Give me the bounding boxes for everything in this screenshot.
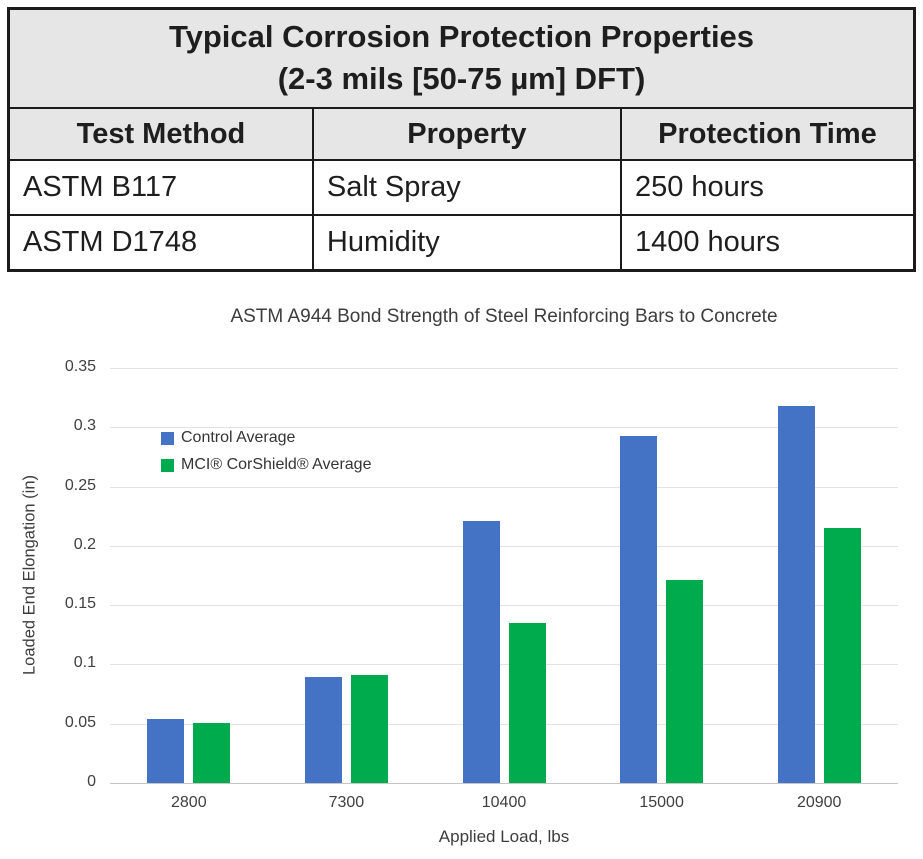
y-tick-label: 0 xyxy=(87,773,96,790)
gridline xyxy=(110,368,898,369)
y-tick-label: 0.1 xyxy=(73,654,96,672)
x-axis-title: Applied Load, lbs xyxy=(438,827,570,846)
x-tick-label: 10400 xyxy=(481,794,527,811)
cell-protection-time: 1400 hours xyxy=(619,214,916,272)
y-tick-label: 0.3 xyxy=(73,417,96,435)
corrosion-protection-table: Typical Corrosion Protection Properties … xyxy=(7,7,916,273)
bar-mci-corshield-10400 xyxy=(508,622,546,783)
bar-control-2800 xyxy=(147,718,185,783)
bar-mci-corshield-20900 xyxy=(823,528,861,783)
y-tick-label: 0.15 xyxy=(64,595,96,613)
cell-test-method: ASTM B117 xyxy=(7,159,314,217)
legend-swatch-mci-corshield xyxy=(161,458,174,472)
table-title: Typical Corrosion Protection Properties … xyxy=(7,7,916,110)
bar-mci-corshield-15000 xyxy=(666,580,704,783)
y-axis-title: Loaded End Elongation (in) xyxy=(20,475,39,675)
legend-swatch-control xyxy=(161,431,174,445)
table-header-row: Test Method Property Protection Time xyxy=(7,107,916,162)
gridline xyxy=(110,486,898,488)
x-tick-label: 15000 xyxy=(639,794,684,811)
bar-control-15000 xyxy=(620,435,658,783)
y-tick-label: 0.05 xyxy=(64,713,96,731)
table-row: ASTM D1748 Humidity 1400 hours xyxy=(7,214,916,272)
cell-test-method: ASTM D1748 xyxy=(7,214,314,272)
cell-property: Humidity xyxy=(311,214,622,272)
cell-protection-time: 250 hours xyxy=(619,159,916,217)
bar-control-10400 xyxy=(462,520,500,783)
legend-item-control: Control Average xyxy=(161,429,371,447)
y-tick-label: 0.35 xyxy=(64,358,96,375)
bar-mci-corshield-2800 xyxy=(193,722,231,783)
x-tick-label: 20900 xyxy=(796,794,842,811)
gridline xyxy=(110,723,898,725)
legend-label: Control Average xyxy=(181,429,296,446)
gridline xyxy=(110,605,898,607)
gridline xyxy=(110,545,898,547)
y-tick-label: 0.2 xyxy=(73,535,96,553)
bond-strength-bar-chart: ASTM A944 Bond Strength of Steel Reinfor… xyxy=(0,300,923,859)
x-axis-line xyxy=(110,783,898,784)
bar-control-20900 xyxy=(777,405,815,783)
legend-item-mci-corshield: MCI® CorShield® Average xyxy=(161,456,371,474)
column-header-property: Property xyxy=(311,107,622,162)
table-title-line2: (2-3 mils [50-75 µm] DFT) xyxy=(277,60,646,96)
table-title-row: Typical Corrosion Protection Properties … xyxy=(7,7,916,110)
column-header-test-method: Test Method xyxy=(7,107,314,162)
table-title-line1: Typical Corrosion Protection Properties xyxy=(168,19,755,54)
chart-title: ASTM A944 Bond Strength of Steel Reinfor… xyxy=(230,306,778,327)
column-header-protection-time: Protection Time xyxy=(619,107,916,162)
bar-mci-corshield-7300 xyxy=(350,675,388,783)
gridline xyxy=(110,427,898,429)
bar-control-7300 xyxy=(304,677,342,783)
table-row: ASTM B117 Salt Spray 250 hours xyxy=(7,159,916,217)
gridline xyxy=(110,664,898,666)
x-tick-label: 2800 xyxy=(171,794,207,811)
legend-label: MCI® CorShield® Average xyxy=(181,456,372,473)
chart-legend: Control Average MCI® CorShield® Average xyxy=(161,429,371,483)
x-tick-label: 7300 xyxy=(328,794,365,811)
cell-property: Salt Spray xyxy=(311,159,622,217)
y-tick-label: 0.25 xyxy=(64,476,96,494)
